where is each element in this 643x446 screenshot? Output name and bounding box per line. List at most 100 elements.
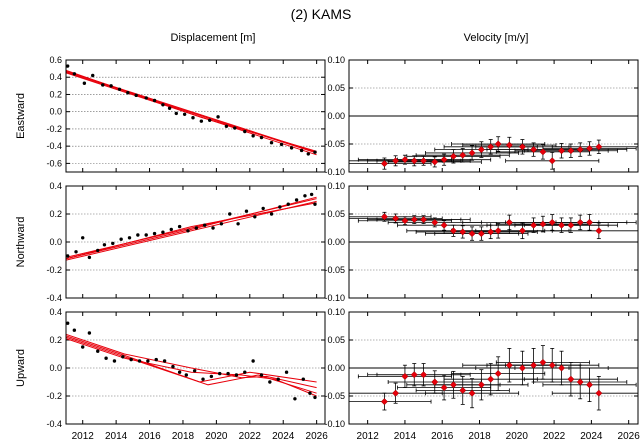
panel-frame [348,185,639,299]
data-point [129,357,133,362]
data-point [82,81,87,85]
data-point [111,241,115,246]
velocity-marker [595,227,603,235]
velocity-marker [494,227,502,235]
data-point [201,377,205,381]
velocity-marker [431,158,439,166]
model-line [66,335,317,383]
data-point [303,194,307,198]
data-point [313,395,317,400]
velocity-marker [518,143,526,151]
data-point [243,129,247,134]
y-tick-label: -0.10 [324,419,345,429]
velocity-marker [431,218,439,226]
column-title-displacement: Displacement [m] [171,32,256,44]
y-tick-label: 0.0 [49,237,62,247]
panel-frame [348,311,639,425]
data-point [126,91,130,95]
velocity-marker [494,140,502,148]
model-line [66,202,317,260]
y-tick-label: -0.2 [46,124,62,134]
x-tick-label: 2020 [205,431,228,442]
data-point [259,373,264,377]
data-point [233,126,237,130]
velocity-marker [449,381,457,389]
y-tick-label: -0.2 [46,265,62,275]
plot-area [349,211,638,241]
velocity-marker [487,375,495,383]
data-point [202,223,207,227]
velocity-marker [420,371,428,379]
data-point [306,152,310,156]
data-point [244,209,249,213]
panel-frame [65,311,326,425]
data-point [174,111,178,116]
data-point [299,148,304,153]
velocity-marker [380,398,388,406]
velocity-marker [440,221,448,229]
data-point [177,224,182,229]
velocity-marker [539,220,547,228]
velocity-marker [468,149,476,157]
y-tick-label: 0.4 [49,307,62,317]
figure-title: (2) KAMS [291,6,352,22]
x-tick-label: 2014 [105,431,128,442]
y-tick-label: 0.10 [327,55,345,65]
data-point [137,359,142,363]
velocity-marker [505,141,513,149]
data-point [72,328,77,332]
velocity-marker [477,146,485,154]
plot-area [349,136,638,170]
velocity-marker [431,378,439,386]
data-point [152,98,157,103]
data-point [136,233,140,237]
velocity-marker [518,227,526,235]
velocity-marker [410,157,418,165]
data-point [169,227,173,232]
velocity-marker [576,146,584,154]
velocity-marker [459,228,467,236]
data-point [127,236,132,240]
y-tick-label: 0.05 [327,209,345,219]
data-point [154,357,158,362]
panel-5: -0.10 -0.05 0.00 0.05 0.10 2012 2014 2016 2018 20… [324,307,640,442]
velocity-marker [518,364,526,372]
velocity-marker [585,144,594,153]
x-tick-label: 2016 [138,431,161,442]
panel-2: -0.4 -0.2 0.0 0.2 0.4 Northward [15,181,326,303]
data-point [144,233,148,237]
data-point [218,371,222,376]
model-line [66,196,317,260]
data-point [279,142,284,147]
velocity-marker [567,147,575,155]
x-tick-label: 2014 [394,431,417,442]
data-point [211,226,215,230]
data-point [117,87,122,91]
velocity-marker [401,372,409,380]
x-tick-label: 2022 [543,431,566,442]
x-tick-label: 2022 [239,431,262,442]
data-point [226,371,230,376]
data-point [161,103,165,107]
data-point [66,321,70,325]
y-tick-label: 0.10 [327,307,345,317]
velocity-marker [595,389,603,397]
data-point [293,397,297,401]
plot-area [349,345,638,411]
data-point [87,255,92,260]
data-point [219,222,224,226]
data-point [294,198,299,202]
velocity-marker [459,151,467,159]
data-point [146,359,150,363]
y-tick-label: 0.0 [49,107,62,117]
data-point [119,237,123,241]
column-title-velocity: Velocity [m/y] [464,32,529,44]
y-tick-label: -0.2 [46,391,62,401]
data-point [236,222,240,226]
panel-frame [348,59,639,173]
data-point [301,377,305,381]
data-point [81,236,85,240]
y-tick-label: 0.2 [49,209,62,219]
y-tick-label: -0.10 [324,167,345,177]
data-point [259,135,264,140]
